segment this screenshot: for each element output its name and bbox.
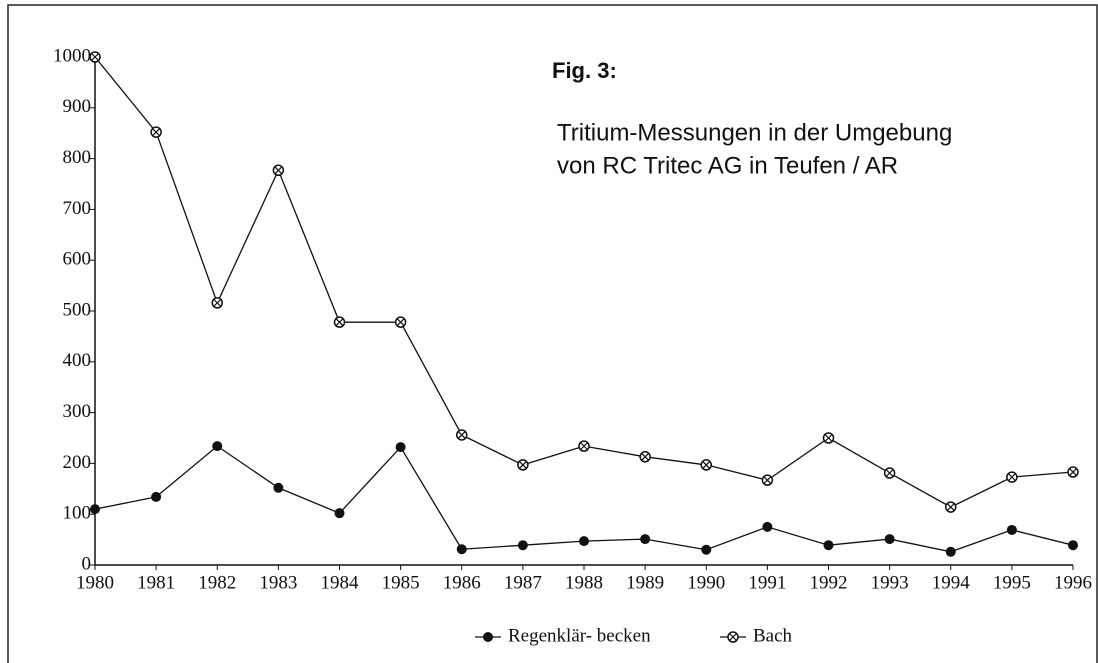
marker (578, 440, 590, 452)
marker-part (152, 128, 161, 137)
marker (517, 540, 528, 551)
marker (150, 126, 162, 138)
x-tick-label: 1996 (1054, 572, 1092, 593)
legend-label: Bach (753, 625, 793, 646)
y-tick-label: 900 (63, 96, 92, 117)
marker-part (396, 318, 405, 327)
marker-part (91, 53, 99, 61)
x-tick-label: 1990 (687, 572, 725, 593)
marker (334, 508, 345, 519)
marker-part (946, 503, 955, 512)
x-tick-label: 1980 (76, 572, 114, 593)
x-tick-label: 1982 (198, 572, 236, 593)
marker (90, 504, 100, 515)
marker (640, 534, 651, 545)
marker-part (729, 633, 737, 641)
y-tick-label: 1000 (53, 45, 91, 66)
marker-part (824, 434, 833, 442)
marker-part (274, 166, 283, 175)
marker (1068, 540, 1078, 551)
marker (151, 491, 162, 502)
series-line (94, 445, 1074, 553)
x-tick-label: 1981 (137, 572, 175, 593)
x-tick-label: 1984 (321, 572, 360, 593)
x-tick-label: 1993 (871, 572, 909, 593)
x-tick-label: 1986 (443, 572, 481, 593)
marker-part (213, 298, 222, 307)
marker (639, 451, 651, 463)
marker (517, 459, 529, 471)
marker (394, 316, 407, 328)
x-tick-label: 1991 (748, 572, 786, 593)
marker (762, 521, 773, 532)
x-tick-label: 1992 (810, 572, 848, 593)
marker (822, 432, 835, 444)
x-tick-label: 1994 (932, 572, 971, 593)
marker (272, 164, 285, 177)
y-tick-label: 0 (82, 553, 92, 574)
marker (945, 501, 957, 513)
frame (7, 4, 1098, 663)
marker (1067, 466, 1079, 478)
marker (883, 467, 896, 479)
marker (89, 51, 101, 63)
marker-part (1007, 473, 1016, 482)
x-tick-label: 1987 (504, 572, 542, 593)
subtitle: Tritium-Messungen in der Umgebung (557, 119, 952, 146)
marker (1006, 471, 1018, 483)
marker-part (885, 469, 894, 477)
marker-part (641, 452, 650, 461)
marker-part (763, 476, 772, 485)
marker (212, 441, 223, 452)
marker-part (518, 460, 527, 469)
legend-label: Regenklär- becken (508, 625, 651, 646)
marker (700, 459, 712, 471)
marker (273, 482, 284, 493)
chart-title: Fig. 3: (552, 58, 617, 83)
marker (395, 442, 406, 453)
marker (945, 546, 956, 557)
y-tick-label: 400 (63, 350, 92, 371)
marker (333, 316, 346, 328)
y-tick-label: 600 (63, 249, 92, 270)
marker (884, 534, 895, 545)
x-tick-label: 1988 (565, 572, 603, 593)
marker (761, 474, 774, 486)
x-tick-label: 1985 (382, 572, 420, 593)
y-tick-label: 200 (63, 452, 92, 473)
marker (1006, 524, 1017, 535)
marker (579, 536, 589, 547)
marker (456, 544, 467, 555)
marker (483, 632, 493, 642)
marker (701, 544, 712, 555)
y-tick-label: 100 (63, 503, 92, 524)
marker (727, 631, 739, 643)
marker-part (335, 318, 344, 327)
x-tick-label: 1983 (259, 572, 297, 593)
y-tick-label: 300 (63, 401, 92, 422)
subtitle: von RC Tritec AG in Teufen / AR (557, 152, 898, 179)
marker-part (580, 442, 588, 451)
marker-part (1069, 468, 1077, 476)
y-tick-label: 500 (63, 299, 92, 320)
y-tick-label: 700 (63, 198, 92, 219)
marker (211, 297, 223, 309)
x-tick-label: 1995 (993, 572, 1031, 593)
marker (456, 429, 468, 441)
y-tick-label: 800 (63, 147, 92, 168)
x-tick-label: 1989 (626, 572, 664, 593)
marker (823, 540, 834, 551)
marker-part (702, 460, 711, 469)
marker-part (457, 431, 466, 439)
